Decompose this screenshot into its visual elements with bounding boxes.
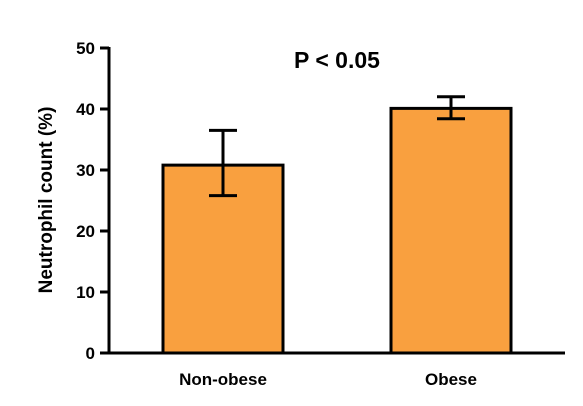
y-tick-label: 0 bbox=[86, 344, 95, 363]
x-axis-labels: Non-obese Obese bbox=[179, 370, 477, 389]
y-tick-label: 10 bbox=[76, 283, 95, 302]
y-tick-label: 50 bbox=[76, 39, 95, 58]
significance-annotation: P < 0.05 bbox=[294, 47, 380, 73]
y-tick-label: 20 bbox=[76, 222, 95, 241]
y-tick-label: 30 bbox=[76, 161, 95, 180]
y-axis-ticks: 0 10 20 30 40 50 bbox=[76, 39, 109, 363]
y-axis-title: Neutrophil count (%) bbox=[36, 107, 57, 294]
x-category-label: Non-obese bbox=[179, 370, 267, 389]
x-category-label: Obese bbox=[425, 370, 477, 389]
y-tick-label: 40 bbox=[76, 100, 95, 119]
error-bars bbox=[209, 95, 465, 198]
bar-obese bbox=[389, 106, 513, 355]
bar-series bbox=[161, 106, 513, 355]
